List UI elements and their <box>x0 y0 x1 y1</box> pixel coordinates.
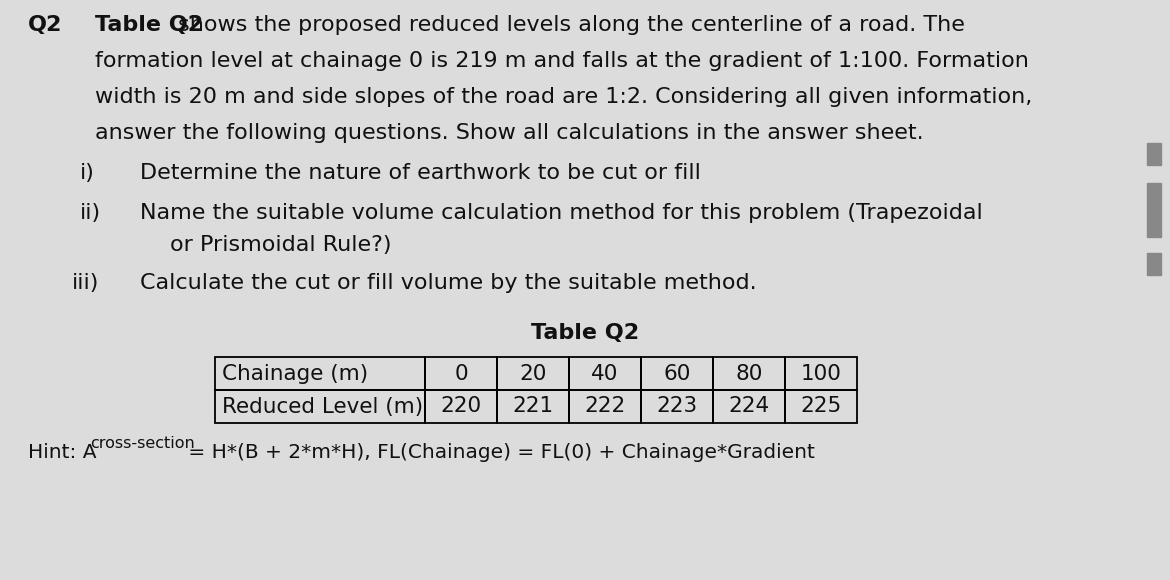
Text: Hint: A: Hint: A <box>28 443 96 462</box>
Bar <box>641 390 713 423</box>
Bar <box>713 357 785 390</box>
Text: or Prismoidal Rule?): or Prismoidal Rule?) <box>170 235 392 255</box>
Text: Chainage (m): Chainage (m) <box>222 364 369 383</box>
Text: cross-section: cross-section <box>90 436 194 451</box>
Text: 100: 100 <box>800 364 841 383</box>
Text: 225: 225 <box>800 397 841 416</box>
Bar <box>785 390 856 423</box>
Text: Q2: Q2 <box>28 15 62 35</box>
Text: 223: 223 <box>656 397 697 416</box>
Text: 40: 40 <box>591 364 619 383</box>
Text: 80: 80 <box>735 364 763 383</box>
Text: Determine the nature of earthwork to be cut or fill: Determine the nature of earthwork to be … <box>140 163 701 183</box>
Text: Table Q2: Table Q2 <box>95 15 204 35</box>
Text: 224: 224 <box>729 397 770 416</box>
Text: 221: 221 <box>512 397 553 416</box>
Text: 222: 222 <box>584 397 626 416</box>
Text: iii): iii) <box>73 273 99 293</box>
Bar <box>215 357 425 390</box>
Text: = H*(B + 2*m*H), FL(Chainage) = FL(0) + Chainage*Gradient: = H*(B + 2*m*H), FL(Chainage) = FL(0) + … <box>183 443 815 462</box>
Bar <box>497 390 569 423</box>
Text: width is 20 m and side slopes of the road are 1:2. Considering all given informa: width is 20 m and side slopes of the roa… <box>95 87 1032 107</box>
Bar <box>215 390 425 423</box>
Text: Reduced Level (m): Reduced Level (m) <box>222 397 424 416</box>
Text: 60: 60 <box>663 364 690 383</box>
Text: formation level at chainage 0 is 219 m and falls at the gradient of 1:100. Forma: formation level at chainage 0 is 219 m a… <box>95 51 1028 71</box>
Text: answer the following questions. Show all calculations in the answer sheet.: answer the following questions. Show all… <box>95 123 923 143</box>
Text: Table Q2: Table Q2 <box>531 323 639 343</box>
Bar <box>1147 143 1161 165</box>
Text: 0: 0 <box>454 364 468 383</box>
Bar <box>785 357 856 390</box>
Bar <box>569 357 641 390</box>
Text: i): i) <box>80 163 95 183</box>
Bar <box>1147 253 1161 275</box>
Text: shows the proposed reduced levels along the centerline of a road. The: shows the proposed reduced levels along … <box>171 15 965 35</box>
Bar <box>641 357 713 390</box>
Bar <box>425 357 497 390</box>
Bar <box>713 390 785 423</box>
Text: 20: 20 <box>519 364 546 383</box>
Text: Name the suitable volume calculation method for this problem (Trapezoidal: Name the suitable volume calculation met… <box>140 203 983 223</box>
Text: Calculate the cut or fill volume by the suitable method.: Calculate the cut or fill volume by the … <box>140 273 757 293</box>
Bar <box>425 390 497 423</box>
Bar <box>569 390 641 423</box>
Bar <box>497 357 569 390</box>
Text: 220: 220 <box>440 397 482 416</box>
Text: ii): ii) <box>80 203 101 223</box>
Bar <box>1147 183 1161 237</box>
